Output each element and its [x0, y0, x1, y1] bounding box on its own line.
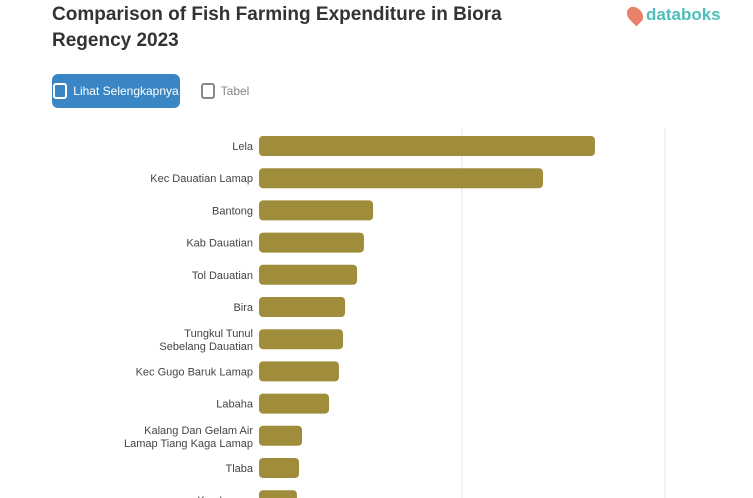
view-more-button[interactable]: Lihat Selengkapnya — [52, 74, 180, 108]
bar[interactable] — [259, 490, 297, 498]
table-button[interactable]: Tabel — [190, 74, 260, 108]
bar[interactable] — [259, 168, 543, 189]
category-label: Tol Dauatian — [192, 270, 253, 282]
bar[interactable] — [259, 264, 358, 285]
category-label: Tungkul Tunul Sebelang Dauatian — [159, 328, 253, 353]
bar[interactable] — [259, 200, 374, 221]
category-label: Lela — [232, 141, 254, 153]
category-label: Bantong — [212, 205, 253, 217]
bar[interactable] — [259, 329, 344, 350]
category-label: Kec Dauatian Lamap — [150, 173, 253, 185]
table-label: Tabel — [220, 84, 250, 98]
databoks-logo[interactable]: databoks — [623, 3, 721, 27]
bar[interactable] — [259, 425, 303, 446]
category-label: Labaha — [216, 399, 254, 411]
bar[interactable] — [259, 232, 364, 253]
bar[interactable] — [259, 393, 330, 414]
category-label: Bira — [233, 302, 253, 314]
chart-title: Comparison of Fish Farming Expenditure i… — [52, 4, 502, 51]
bar[interactable] — [259, 297, 346, 317]
bar[interactable] — [259, 361, 339, 382]
category-label: Kec Lamap — [197, 495, 253, 498]
table-icon — [200, 83, 215, 99]
bar[interactable] — [259, 458, 299, 478]
category-label: Kalang Dan Gelam Air Lamap Tiang Kaga Lam… — [124, 425, 253, 450]
category-label: Kec Gugo Baruk Lamap — [136, 366, 253, 378]
button-label: Lihat Selengkapnya — [73, 84, 179, 98]
bar[interactable] — [259, 136, 595, 156]
document-icon — [53, 83, 68, 99]
category-label: Kab Dauatian — [186, 238, 253, 250]
logo-text: databoks — [646, 5, 721, 24]
category-label: Tlaba — [225, 463, 253, 475]
